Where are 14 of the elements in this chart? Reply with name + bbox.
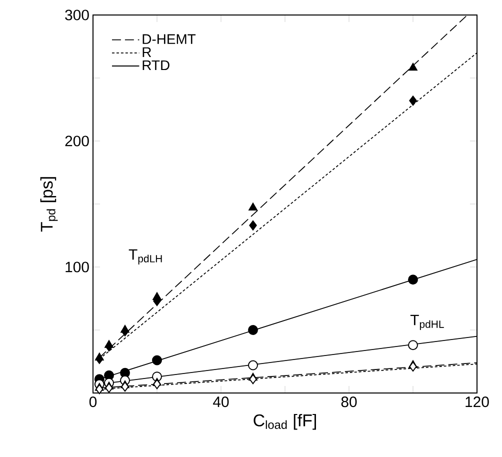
x-tick-label: 80 (341, 396, 357, 408)
x-tick-label: 40 (213, 396, 229, 408)
annotation: T$_{pdLH}$ (128, 249, 162, 264)
x-axis-title: C$_{load}$ [fF] (254, 414, 316, 430)
legend-label: RTD (142, 60, 170, 70)
annotation: T$_{pdHL}$ (410, 314, 444, 330)
y-axis-title: T$_{pd}$ [ps] (40, 177, 58, 232)
y-tick-label: 300 (65, 10, 89, 20)
legend-label: D-HEMT (142, 34, 196, 44)
legend-label: R (142, 47, 152, 57)
y-tick-label: 200 (65, 136, 89, 146)
x-tick-label: 0 (89, 396, 97, 408)
y-tick-label: 100 (66, 262, 89, 272)
x-tick-label: 120 (466, 396, 489, 408)
